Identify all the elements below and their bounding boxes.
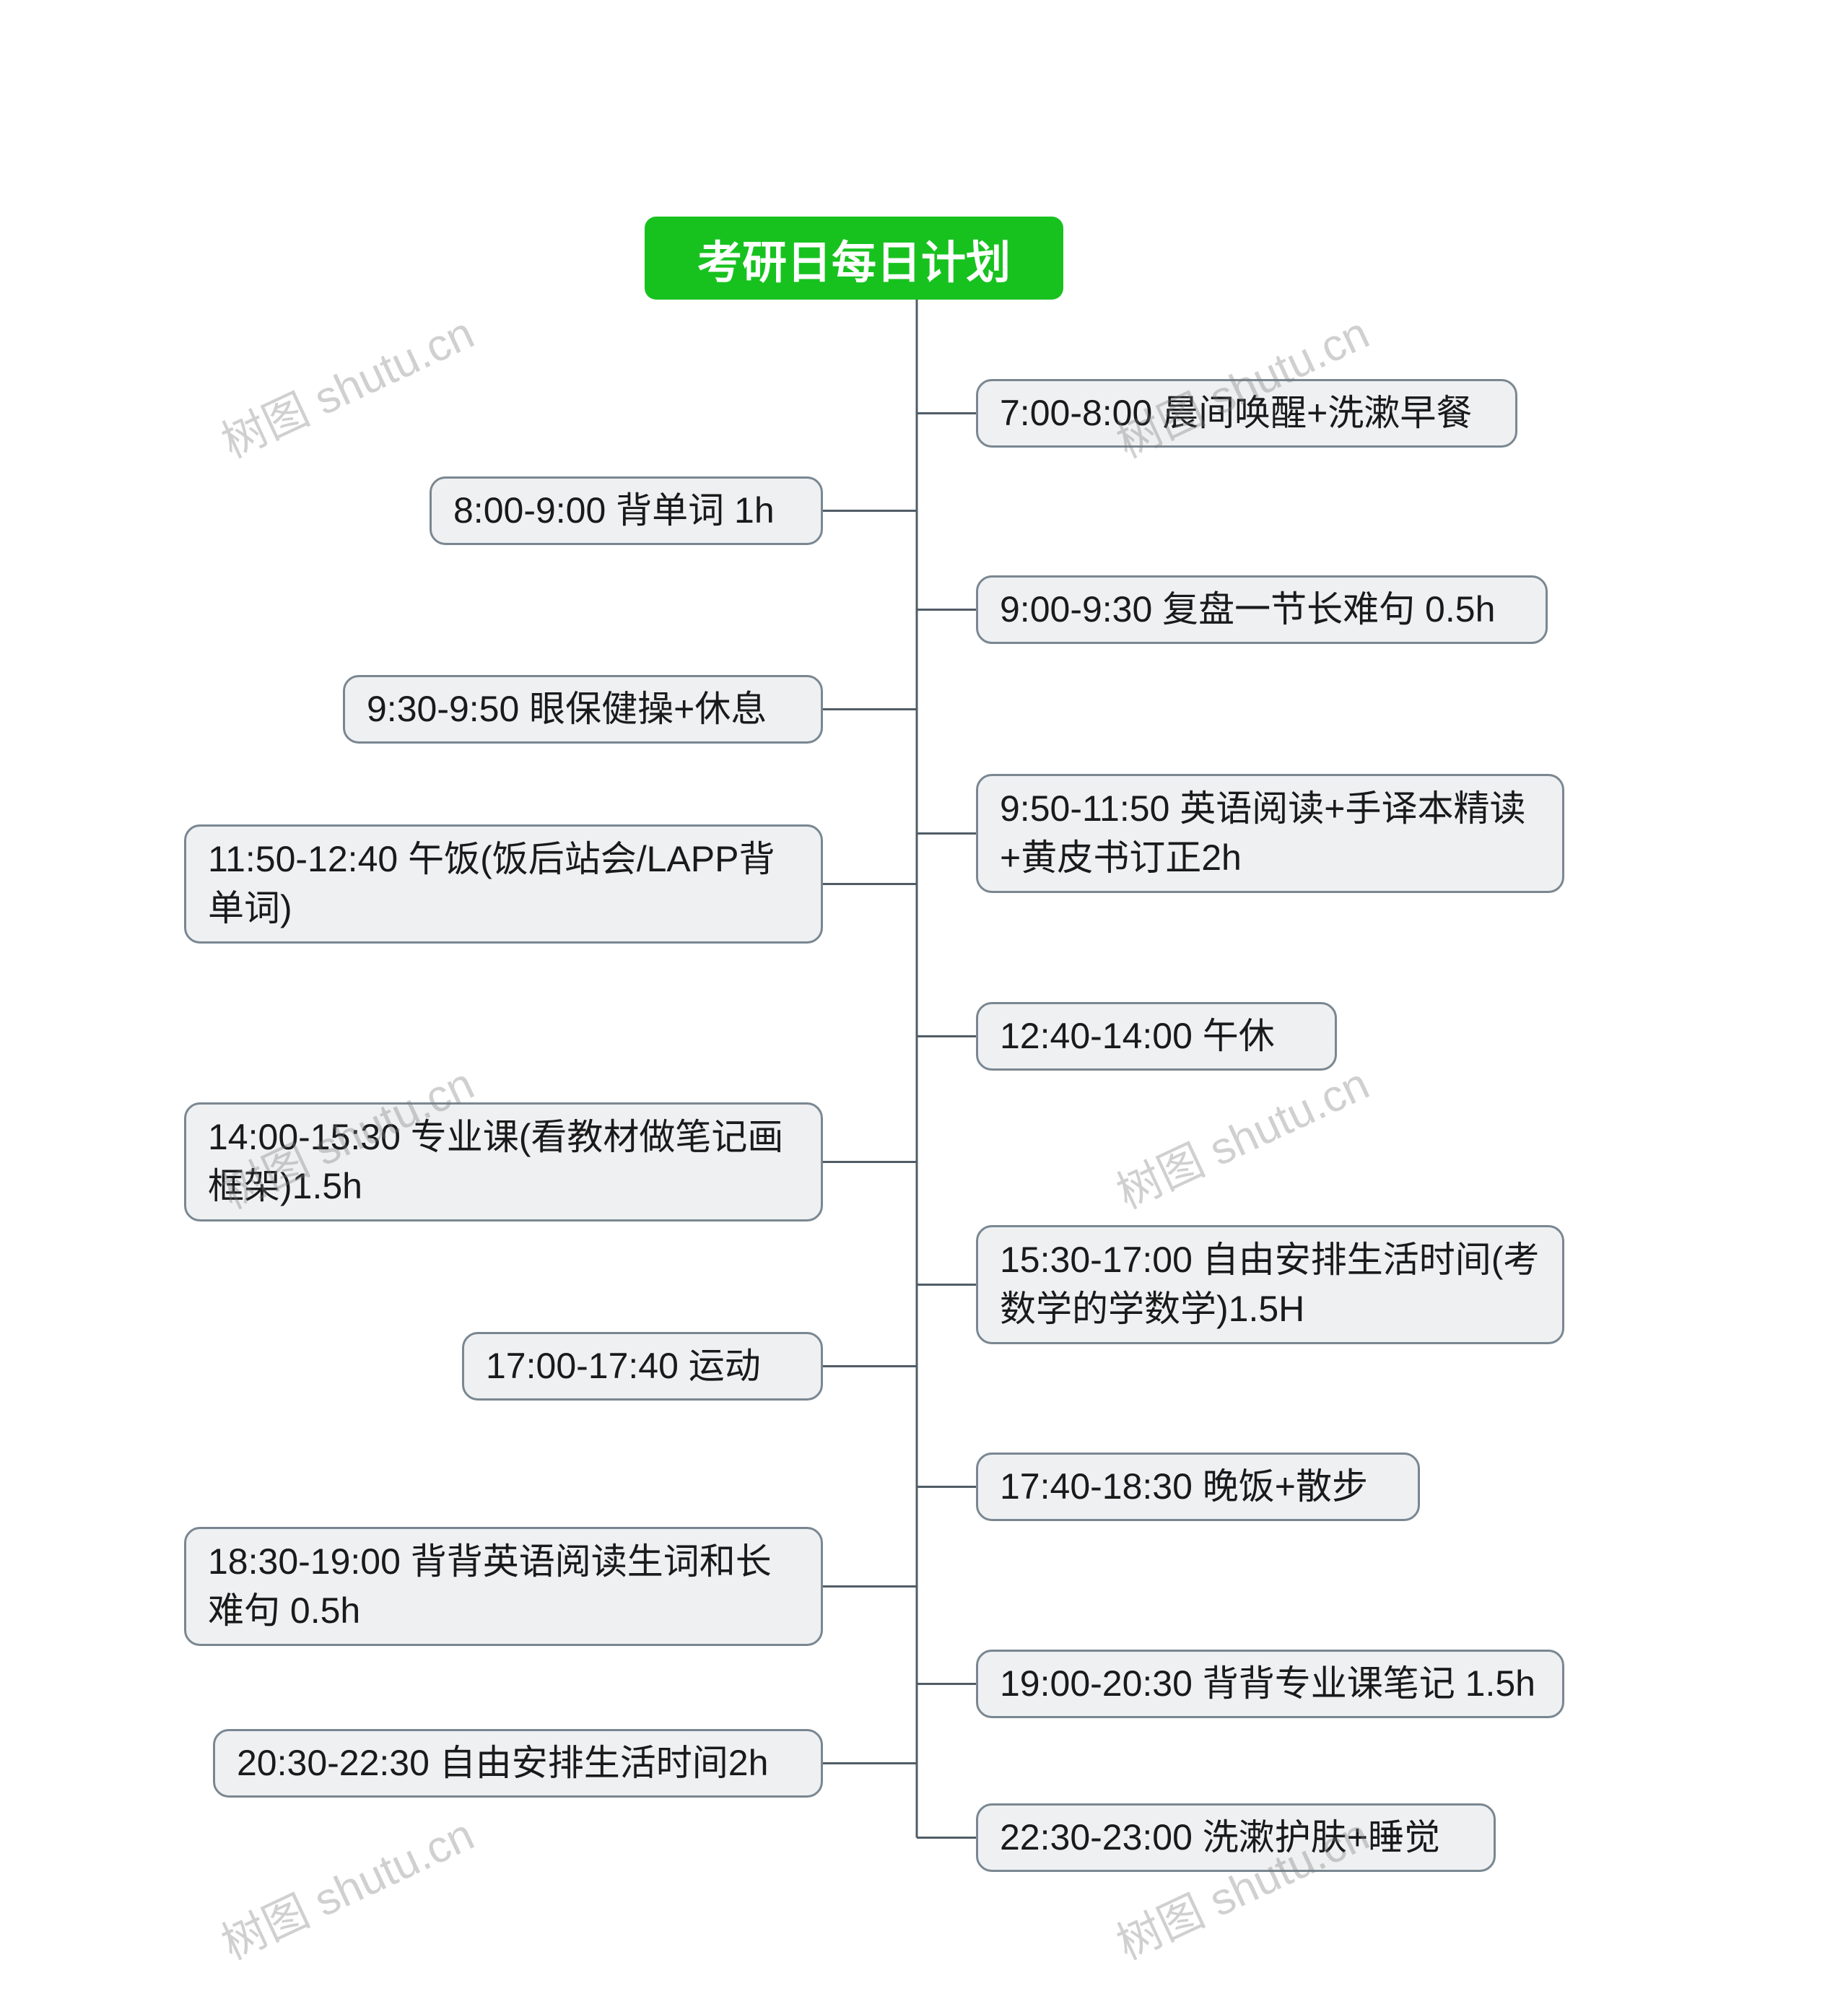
schedule-node: 18:30-19:00 背背英语阅读生词和长难句 0.5h [184, 1527, 823, 1646]
schedule-node: 9:30-9:50 眼保健操+休息 [343, 675, 823, 744]
root-node: 考研日每日计划 [645, 217, 1063, 300]
schedule-node-label: 12:40-14:00 午休 [1000, 1012, 1275, 1061]
schedule-node: 15:30-17:00 自由安排生活时间(考数学的学数学)1.5H [976, 1225, 1564, 1344]
schedule-node-label: 22:30-23:00 洗漱护肤+睡觉 [1000, 1813, 1440, 1863]
root-label: 考研日每日计划 [697, 226, 1011, 291]
schedule-node: 14:00-15:30 专业课(看教材做笔记画框架)1.5h [184, 1102, 823, 1221]
schedule-node-label: 20:30-22:30 自由安排生活时间2h [237, 1739, 768, 1788]
schedule-node-label: 18:30-19:00 背背英语阅读生词和长难句 0.5h [208, 1538, 799, 1635]
schedule-node-label: 14:00-15:30 专业课(看教材做笔记画框架)1.5h [208, 1113, 799, 1211]
schedule-node: 19:00-20:30 背背专业课笔记 1.5h [976, 1650, 1564, 1718]
schedule-node-label: 17:00-17:40 运动 [486, 1342, 761, 1391]
schedule-node: 12:40-14:00 午休 [976, 1002, 1337, 1071]
schedule-node-label: 9:00-9:30 复盘一节长难句 0.5h [1000, 585, 1495, 635]
schedule-node: 17:00-17:40 运动 [462, 1332, 823, 1401]
schedule-node: 9:50-11:50 英语阅读+手译本精读+黄皮书订正2h [976, 774, 1564, 893]
schedule-node-label: 9:50-11:50 英语阅读+手译本精读+黄皮书订正2h [1000, 785, 1540, 882]
schedule-node-label: 9:30-9:50 眼保健操+休息 [367, 685, 767, 734]
schedule-node-label: 8:00-9:00 背单词 1h [453, 487, 775, 536]
schedule-node: 17:40-18:30 晚饭+散步 [976, 1453, 1420, 1521]
schedule-node: 9:00-9:30 复盘一节长难句 0.5h [976, 575, 1548, 644]
connector-layer [0, 0, 1848, 2012]
schedule-node-label: 11:50-12:40 午饭(饭后站会/LAPP背单词) [208, 835, 799, 933]
schedule-node: 7:00-8:00 晨间唤醒+洗漱早餐 [976, 379, 1517, 448]
schedule-node: 8:00-9:00 背单词 1h [430, 476, 823, 545]
schedule-node: 20:30-22:30 自由安排生活时间2h [213, 1729, 823, 1798]
schedule-node-label: 15:30-17:00 自由安排生活时间(考数学的学数学)1.5H [1000, 1236, 1540, 1333]
schedule-node-label: 7:00-8:00 晨间唤醒+洗漱早餐 [1000, 389, 1472, 438]
schedule-node: 11:50-12:40 午饭(饭后站会/LAPP背单词) [184, 824, 823, 944]
schedule-node: 22:30-23:00 洗漱护肤+睡觉 [976, 1803, 1496, 1872]
schedule-node-label: 19:00-20:30 背背专业课笔记 1.5h [1000, 1660, 1535, 1709]
schedule-node-label: 17:40-18:30 晚饭+散步 [1000, 1463, 1368, 1512]
